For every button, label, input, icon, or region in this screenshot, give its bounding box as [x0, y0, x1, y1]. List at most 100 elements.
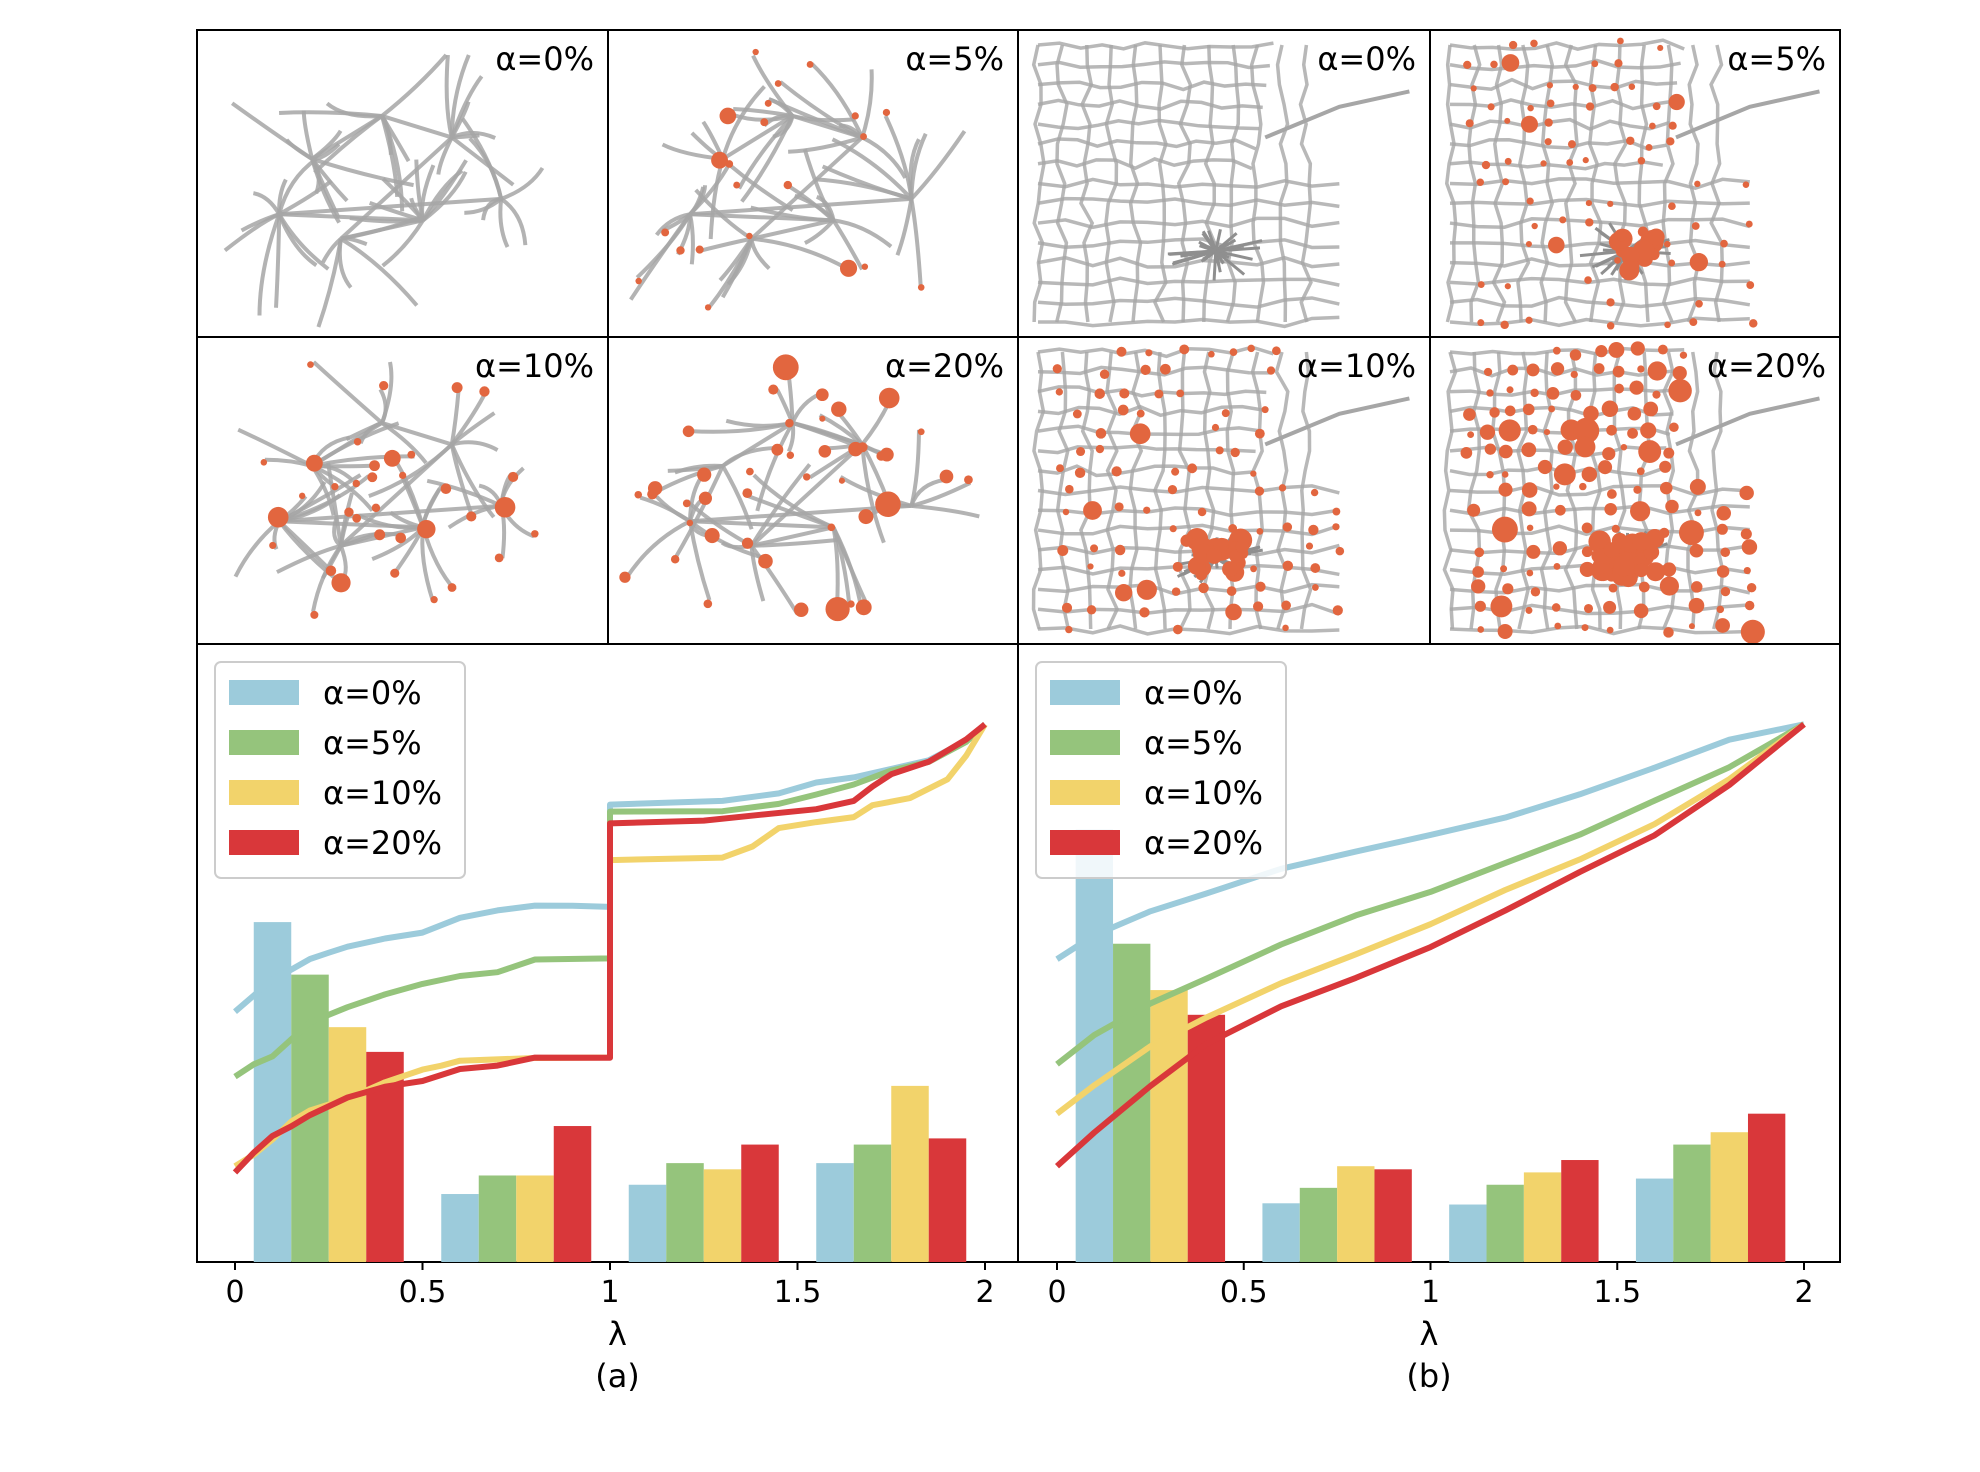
network-node [1546, 82, 1554, 89]
network-node [1720, 239, 1728, 248]
network-nodes [1460, 341, 1765, 644]
network-node [1552, 346, 1561, 355]
network-edge [1037, 157, 1253, 171]
network-node [1740, 619, 1765, 644]
network-node [1633, 485, 1642, 494]
network-node [1310, 563, 1321, 573]
charts: 0 0.5 1 1.5 2 λ (a) α=0% α=5% α=10% α=20% 0 0.5 1 1.5 2… [196, 643, 1841, 1395]
network-node [407, 450, 416, 459]
network-node [1116, 346, 1127, 357]
network-node [768, 384, 779, 395]
x-tick-label: 1.5 [1593, 1275, 1641, 1310]
network-edge [1037, 404, 1264, 418]
network-node [1743, 566, 1751, 575]
legend-frame [1035, 661, 1287, 879]
network-edge [1037, 464, 1253, 478]
network-node [771, 443, 784, 456]
network-node [703, 599, 713, 609]
network-panels: α=0% α=5% α=0% α=5% α=10% α=20% α=10% α=20% [196, 29, 1841, 645]
network-node [430, 596, 438, 604]
network-edge [1037, 315, 1340, 329]
network-edge [468, 137, 504, 200]
network-node [379, 380, 389, 391]
network-edge [1037, 196, 1340, 209]
network-node [1498, 482, 1513, 497]
network-node [1497, 623, 1513, 640]
network-node [1527, 424, 1538, 435]
network-edge [673, 465, 725, 559]
network-edge [1128, 44, 1143, 323]
alpha-label: α=20% [1707, 347, 1826, 385]
network-nodes [1052, 344, 1345, 635]
network-node [1668, 202, 1676, 211]
network-edge [449, 390, 461, 445]
network-edge [751, 218, 834, 241]
network-node [1266, 366, 1276, 375]
network-edge [1675, 396, 1820, 447]
network-node [878, 387, 900, 409]
network-node [1544, 118, 1553, 127]
network-node [819, 415, 826, 422]
network-nodes [1463, 37, 1758, 330]
network-node [1498, 419, 1521, 442]
network-node [1062, 508, 1070, 516]
bar [1337, 1166, 1375, 1262]
network-edge [1153, 351, 1167, 630]
network-node [760, 118, 769, 127]
network-node [1569, 349, 1582, 361]
network-edge [750, 442, 864, 548]
network-node [1559, 216, 1567, 224]
bar [816, 1163, 854, 1262]
network-node [1176, 389, 1185, 398]
network-edge [654, 212, 691, 237]
network-edge [689, 212, 834, 223]
network-edge [450, 101, 471, 139]
network-node [1520, 115, 1538, 133]
network-edge [733, 107, 793, 118]
network-node [1463, 60, 1472, 69]
legend-frame [214, 661, 466, 879]
network-node [1715, 618, 1730, 633]
network-node [1507, 364, 1519, 376]
network-node [367, 472, 378, 483]
network-edge [340, 218, 424, 241]
bar [1523, 1172, 1562, 1262]
alpha-label: α=5% [1727, 40, 1826, 78]
network-node [1546, 99, 1555, 108]
network-edge [700, 236, 752, 253]
network-node [1305, 542, 1314, 550]
network-node [1504, 157, 1512, 165]
network-node [1606, 322, 1615, 330]
network-edge [688, 519, 763, 560]
bar [441, 1194, 479, 1262]
bar [1635, 1178, 1674, 1262]
network-node [1629, 380, 1644, 395]
x-axis-label: λ [608, 1315, 627, 1353]
network-edge [909, 198, 923, 289]
network-edge [791, 421, 863, 447]
network-node [758, 553, 773, 569]
network-node [1688, 623, 1695, 630]
x-tick-label: 1 [1421, 1275, 1440, 1310]
network-node [1247, 344, 1255, 353]
network-edge [426, 478, 502, 508]
network-node [494, 496, 516, 518]
panel-label: (b) [1406, 1357, 1451, 1395]
network-node [1603, 600, 1617, 614]
x-tick-label: 1.5 [774, 1275, 822, 1310]
network-node [1645, 143, 1653, 151]
network-node [1581, 466, 1598, 483]
network-node [1617, 37, 1624, 45]
network-edge [861, 135, 908, 179]
network-node [1463, 408, 1476, 421]
network-node [1633, 603, 1649, 619]
network-edge [833, 218, 893, 249]
network-node [1679, 351, 1688, 359]
network-node [882, 108, 891, 117]
network-edge [339, 135, 454, 241]
network-edge [274, 214, 282, 308]
network-node [1695, 299, 1703, 308]
network-node [1172, 561, 1183, 572]
network-edge [639, 495, 692, 523]
network-panel-left-alpha-5: α=5% [607, 29, 1019, 338]
